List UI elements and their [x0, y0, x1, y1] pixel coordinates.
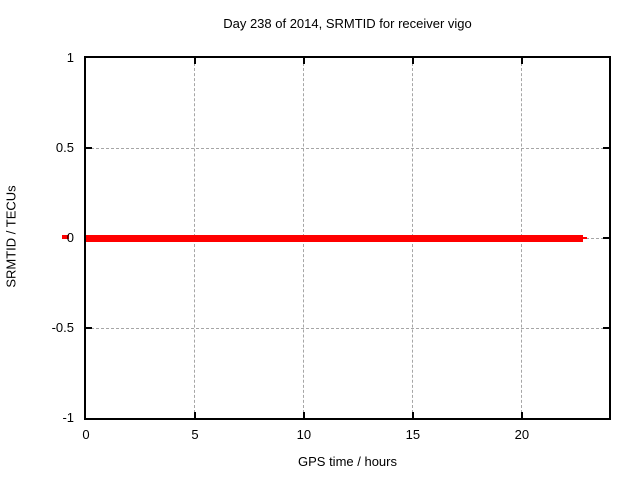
y-tick-mark — [603, 237, 609, 239]
y-tick-label: 1 — [66, 50, 74, 65]
x-tick-mark — [411, 58, 414, 64]
plot-area — [84, 56, 611, 420]
x-tick-label: 20 — [514, 427, 530, 442]
gridline-horizontal — [86, 147, 609, 149]
data-series-line-thin-tail — [582, 237, 588, 239]
y-tick-mark — [603, 147, 609, 149]
y-axis-label: SRMTID / TECUs — [3, 185, 19, 288]
y-tick-mark — [86, 147, 92, 149]
y-tick-mark — [86, 327, 92, 329]
x-tick-mark — [520, 412, 523, 418]
x-tick-mark — [193, 412, 196, 418]
gridline-horizontal — [86, 327, 609, 329]
y-tick-mark — [603, 327, 609, 329]
x-tick-mark — [411, 412, 414, 418]
zero-line-outer-dash — [62, 235, 69, 239]
x-tick-label: 15 — [405, 427, 421, 442]
chart-title: Day 238 of 2014, SRMTID for receiver vig… — [223, 16, 472, 31]
y-tick-label: -1 — [62, 410, 74, 425]
x-tick-mark — [193, 58, 196, 64]
x-tick-mark — [302, 58, 305, 64]
x-tick-label: 5 — [191, 427, 199, 442]
data-series-line — [86, 234, 583, 242]
y-tick-label: -0.5 — [51, 320, 74, 335]
x-tick-mark — [302, 412, 305, 418]
x-tick-mark — [520, 58, 523, 64]
x-axis-label: GPS time / hours — [298, 454, 397, 469]
y-tick-label: 0 — [66, 230, 74, 245]
x-tick-label: 10 — [296, 427, 312, 442]
x-tick-label: 0 — [82, 427, 90, 442]
y-tick-label: 0.5 — [55, 140, 74, 155]
